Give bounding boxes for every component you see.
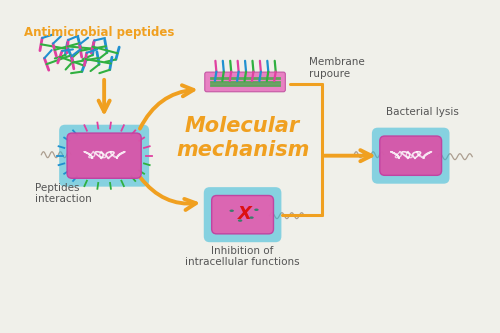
FancyBboxPatch shape <box>380 136 442 175</box>
Text: Bacterial lysis: Bacterial lysis <box>386 107 459 117</box>
FancyBboxPatch shape <box>372 128 450 184</box>
FancyBboxPatch shape <box>59 125 149 187</box>
FancyBboxPatch shape <box>212 195 274 234</box>
FancyBboxPatch shape <box>67 133 141 178</box>
Text: Molecular
mechanism: Molecular mechanism <box>176 116 310 160</box>
Ellipse shape <box>254 208 258 211</box>
Text: Peptides
interaction: Peptides interaction <box>35 183 92 204</box>
Text: Membrane
rupoure: Membrane rupoure <box>310 57 365 79</box>
FancyBboxPatch shape <box>205 72 286 92</box>
Text: X: X <box>238 205 252 223</box>
Text: Inhibition of
intracellular functions: Inhibition of intracellular functions <box>186 246 300 267</box>
Ellipse shape <box>250 216 254 219</box>
FancyBboxPatch shape <box>204 187 282 242</box>
Ellipse shape <box>230 209 234 212</box>
Text: Antimicrobial peptides: Antimicrobial peptides <box>24 26 174 39</box>
Ellipse shape <box>238 219 242 222</box>
